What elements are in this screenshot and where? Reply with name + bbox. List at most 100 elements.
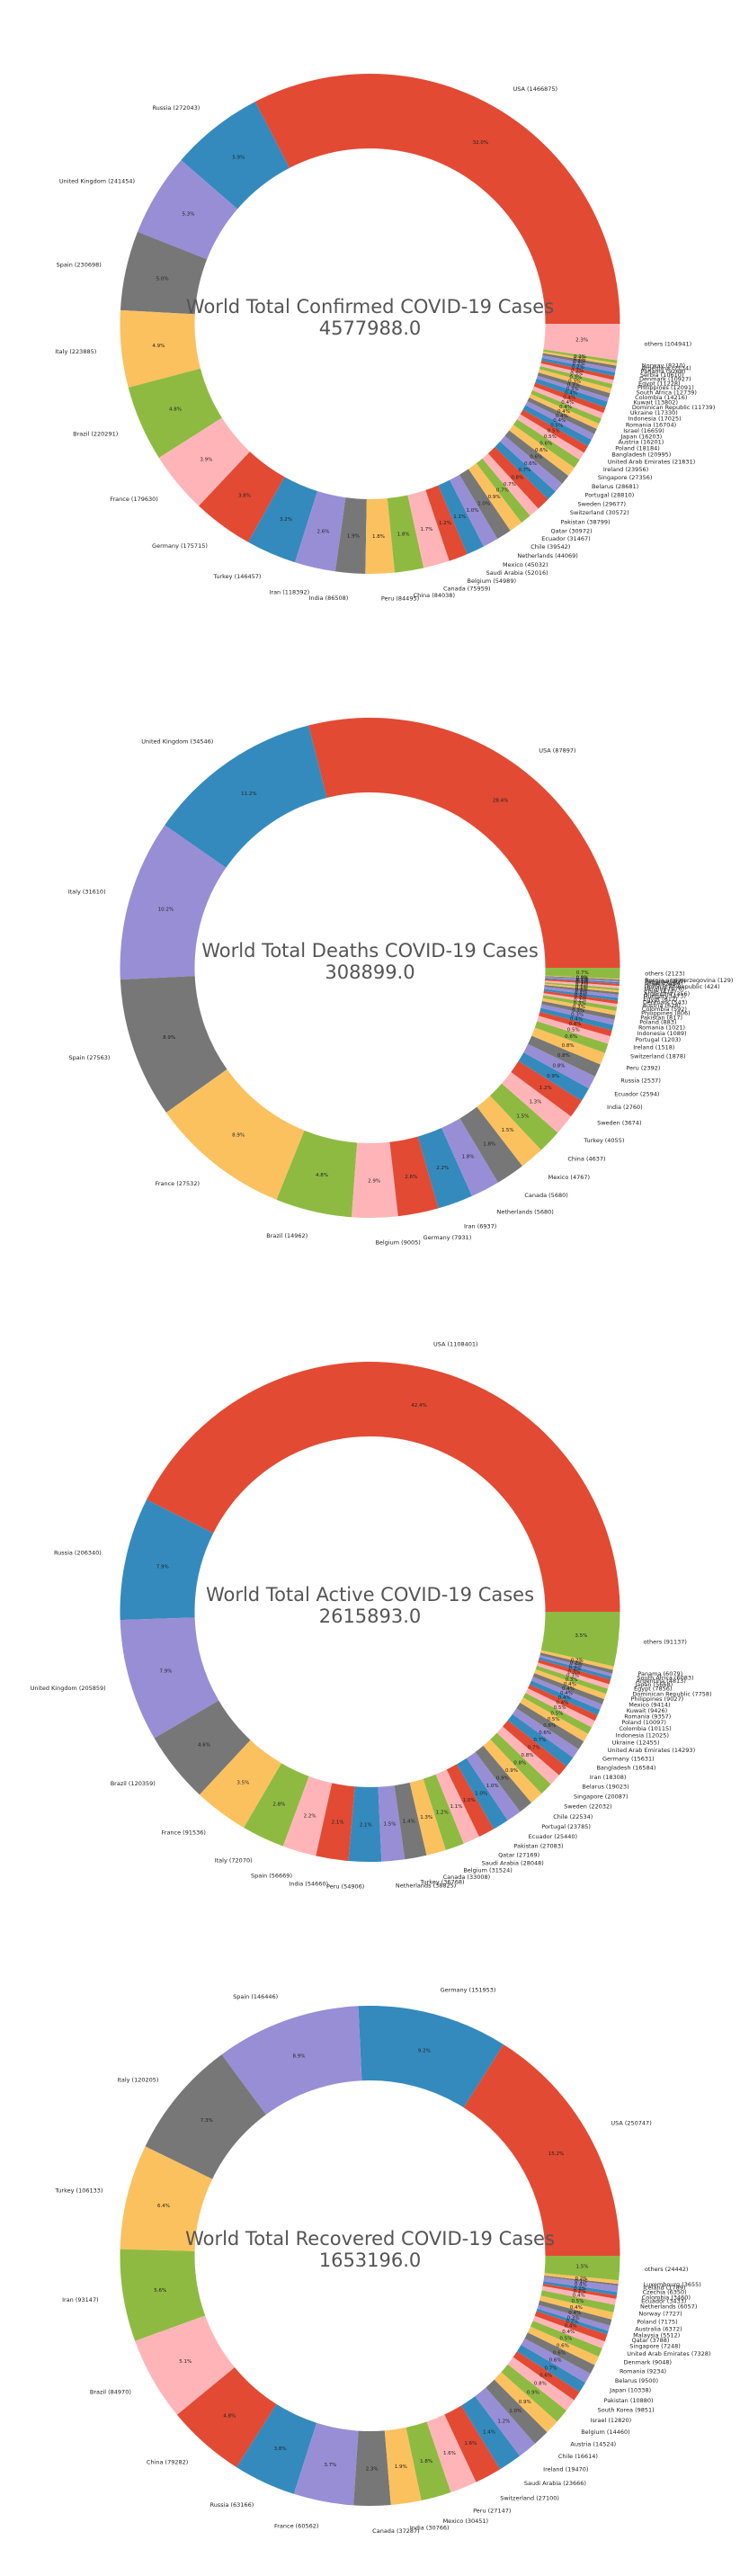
slice-percent-label: 28.4% [493, 798, 508, 803]
pie-slice [542, 351, 618, 366]
slice-label: Panama (6079) [637, 1670, 682, 1677]
slice-label: Sweden (3674) [597, 1119, 641, 1126]
slice-percent-label: 0.7% [544, 2366, 557, 2371]
pie-slice [244, 1763, 309, 1847]
slice-label: Israel (12820) [591, 2417, 632, 2424]
slice-percent-label: 2.8% [272, 1802, 285, 1808]
pie-slice [530, 1677, 602, 1710]
slice-percent-label: 0.3% [567, 1669, 580, 1675]
pie-slice [522, 1693, 593, 1734]
pie-slice [120, 231, 208, 315]
slice-percent-label: 0.4% [575, 2282, 587, 2287]
slice-percent-label: 0.2% [571, 1658, 584, 1663]
pie-slice [540, 360, 615, 380]
slice-label: Japan (10338) [609, 2387, 651, 2394]
slice-percent-label: 5.1% [179, 2359, 192, 2365]
slice-label: Chile (39542) [530, 543, 570, 550]
pie-slice [543, 349, 618, 363]
slice-percent-label: 0.4% [553, 418, 566, 424]
slice-percent-label: 9.2% [418, 2049, 431, 2054]
pie-slice [539, 1011, 612, 1037]
chart-total: 4577988.0 [319, 318, 422, 339]
slice-percent-label: 0.0% [576, 976, 589, 981]
slice-percent-label: 0.3% [569, 375, 582, 380]
slice-label: Brazil (220291) [73, 430, 118, 437]
slice-percent-label: 2.1% [360, 1822, 372, 1828]
slice-label: United Arab Emirates (14293) [608, 1747, 695, 1754]
slice-percent-label: 5.3% [182, 211, 194, 217]
pie-slice [542, 995, 618, 1012]
slice-percent-label: 1.6% [443, 2451, 456, 2456]
slice-label: Netherlands (38825) [396, 1882, 456, 1889]
slice-label: Russia (206340) [54, 1549, 102, 1556]
slice-percent-label: 6.4% [157, 2204, 170, 2209]
slice-label: Turkey (106133) [54, 2187, 103, 2194]
pie-slice [530, 1680, 601, 1716]
slice-percent-label: 3.5% [575, 1633, 587, 1639]
slice-label: Indonesia (17025) [628, 416, 681, 423]
slice-percent-label: 0.1% [575, 2278, 587, 2284]
slice-percent-label: 2.3% [366, 2466, 379, 2472]
slice-percent-label: 0.2% [574, 2289, 586, 2294]
pie-slice [544, 979, 620, 987]
slice-percent-label: 0.8% [562, 1043, 575, 1049]
slice-percent-label: 0.8% [511, 475, 523, 480]
slice-label: USA (1466875) [513, 85, 558, 93]
slice-label: Ecuador (31467) [541, 535, 590, 542]
pie-slice [128, 368, 222, 458]
pie-slice [496, 1726, 559, 1784]
slice-label: Romania (9357) [624, 1713, 671, 1721]
slice-percent-label: 0.5% [548, 429, 560, 434]
slice-label: Mexico (9414) [629, 1702, 670, 1709]
slice-percent-label: 0.6% [565, 1034, 577, 1040]
slice-percent-label: 0.7% [518, 468, 530, 473]
pie-slice [316, 1783, 355, 1861]
chart-title: World Total Deaths COVID-19 Cases [201, 940, 539, 962]
pie-slice [537, 1662, 610, 1689]
slice-label: Ukraine (476) [644, 986, 684, 993]
slice-label: Sweden (29677) [578, 500, 627, 507]
slice-label: Denmark (10927) [639, 376, 691, 383]
slice-label: Bangladesh (16584) [596, 1764, 655, 1771]
pie-slice [426, 2414, 477, 2493]
pie-slice [487, 446, 548, 509]
pie-slice [544, 982, 620, 991]
slice-label: Ireland (1518) [633, 1043, 674, 1051]
confirmed-donut-chart: USA (1466875) 32.0% Russia (272043) 5.9% Uni… [55, 74, 715, 603]
pie-slice [475, 1745, 532, 1812]
pie-slice [503, 1720, 566, 1775]
slice-label: India (2760) [607, 1104, 643, 1111]
slice-label: Switzerland (27100) [500, 2494, 559, 2501]
pie-slice [540, 1612, 620, 1667]
slice-percent-label: 4.6% [198, 1743, 210, 1749]
slice-label: Canada (5680) [524, 1192, 567, 1199]
slice-percent-label: 0.5% [550, 424, 563, 429]
slice-percent-label: 3.2% [280, 517, 292, 523]
pie-slice [352, 1141, 398, 1218]
pie-slice [543, 988, 619, 1001]
pie-slice [358, 2006, 504, 2108]
slice-percent-label: 1.4% [403, 1819, 415, 1824]
slice-percent-label: 3.9% [200, 458, 212, 463]
slice-label: Russia (63166) [210, 2501, 254, 2509]
slice-label: Belarus (19023) [582, 1784, 629, 1791]
pie-slice [165, 1069, 305, 1200]
slice-percent-label: 4.8% [223, 2413, 236, 2419]
slice-percent-label: 2.6% [317, 529, 329, 534]
pie-slice [534, 2311, 608, 2342]
slice-label: Belgium (14460) [581, 2428, 629, 2436]
slice-label: India (54660) [289, 1880, 328, 1887]
pie-slice [247, 477, 317, 563]
slice-label: China (79282) [147, 2458, 188, 2465]
pie-slice [483, 1739, 542, 1803]
slice-label: Iran (93147) [62, 2296, 99, 2303]
slice-label: Turkey (4055) [584, 1137, 625, 1144]
slice-percent-label: 1.4% [483, 2430, 495, 2436]
slice-percent-label: 0.2% [575, 2276, 587, 2282]
slice-label: Germany (7931) [423, 1234, 472, 1241]
slice-label: Ireland (23956) [603, 466, 648, 473]
slice-label: France (179630) [110, 496, 158, 503]
slice-label: Mexico (45032) [503, 561, 548, 568]
pie-slice [540, 1004, 615, 1025]
pie-slice [282, 1775, 333, 1856]
